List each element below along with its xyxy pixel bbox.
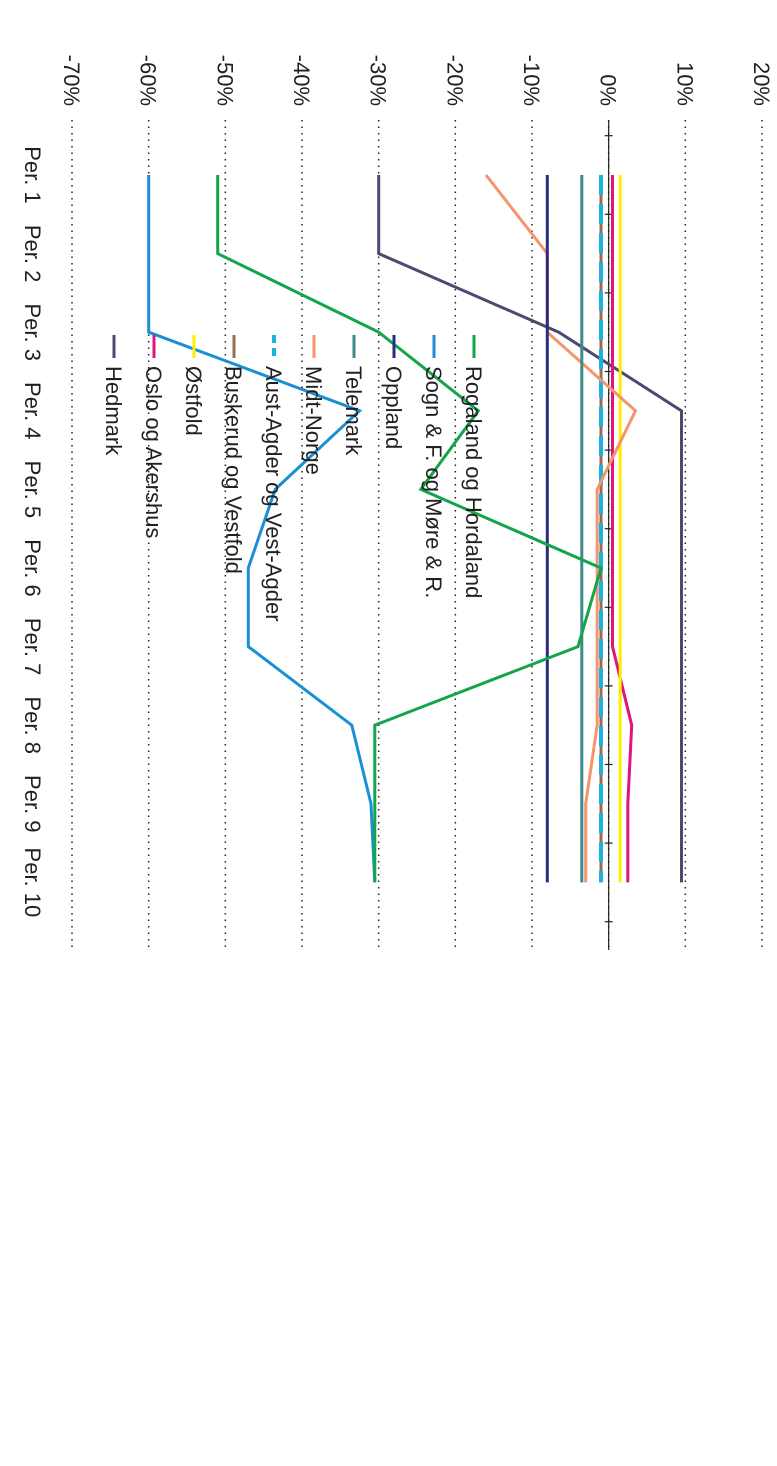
- y-tick-label: -30%: [366, 55, 391, 106]
- series-line-sogn-f-og-m-re-r: [147, 175, 377, 883]
- x-tick-label-per-1: Per. 1: [20, 146, 45, 203]
- y-tick-label: 20%: [749, 62, 774, 106]
- legend-label-midt-norge: Midt-Norge: [301, 366, 326, 475]
- gridlines: [71, 120, 763, 950]
- series-lines: [147, 174, 683, 883]
- legend-label-rogaland-og-hordaland: Rogaland og Hordaland: [461, 366, 486, 598]
- rotated-plot-group: 20% 10% 0% -10% -20% -30% -40% -50% -60% -70% Per…: [20, 55, 774, 950]
- x-tick-label-per-6: Per. 6: [20, 539, 45, 596]
- x-tick-label-per-7: Per. 7: [20, 618, 45, 675]
- x-axis-tick-labels: Per. 1 Per. 2 Per. 3 Per. 4 Per. 5 Per. 6 Per.…: [20, 146, 45, 917]
- x-tick-label-per-5: Per. 5: [20, 461, 45, 518]
- y-tick-label: 0%: [596, 74, 621, 106]
- legend-label-aust-agder-og-vest-agder: Aust-Agder og Vest-Agder: [261, 366, 286, 622]
- y-tick-label: -60%: [136, 55, 161, 106]
- legend-label-buskerud-og-vestfold: Buskerud og Vestfold: [221, 366, 246, 574]
- y-axis-tick-labels: 20% 10% 0% -10% -20% -30% -40% -50% -60% -70%: [59, 55, 774, 106]
- y-tick-label: -40%: [289, 55, 314, 106]
- legend-label-stfold: Østfold: [181, 366, 206, 436]
- x-tick-label-per-2: Per. 2: [20, 225, 45, 282]
- x-tick-label-per-3: Per. 3: [20, 303, 45, 360]
- legend-label-telemark: Telemark: [341, 366, 366, 456]
- legend-label-sogn-f-og-m-re-r: Sogn & F. og Møre & R.: [421, 366, 446, 598]
- y-tick-label: -50%: [212, 55, 237, 106]
- series-line-rogaland-og-hordaland: [216, 175, 603, 883]
- legend-label-hedmark: Hedmark: [101, 366, 126, 456]
- series-line-hedmark: [377, 175, 683, 883]
- legend-label-oppland: Oppland: [381, 366, 406, 449]
- x-tick-label-per-9: Per. 9: [20, 775, 45, 832]
- y-tick-label: -10%: [519, 55, 544, 106]
- x-tick-label-per-10: Per. 10: [20, 848, 45, 918]
- legend-label-oslo-og-akershus: Oslo og Akershus: [141, 366, 166, 538]
- y-tick-label: -20%: [442, 55, 467, 106]
- x-tick-label-per-8: Per. 8: [20, 696, 45, 753]
- x-tick-label-per-4: Per. 4: [20, 382, 45, 439]
- legend: Hedmark Oslo og Akershus Østfold Buskerud o…: [101, 335, 486, 622]
- series-line-oslo-og-akershus: [611, 175, 634, 883]
- y-tick-label: 10%: [672, 62, 697, 106]
- y-tick-label: -70%: [59, 55, 84, 106]
